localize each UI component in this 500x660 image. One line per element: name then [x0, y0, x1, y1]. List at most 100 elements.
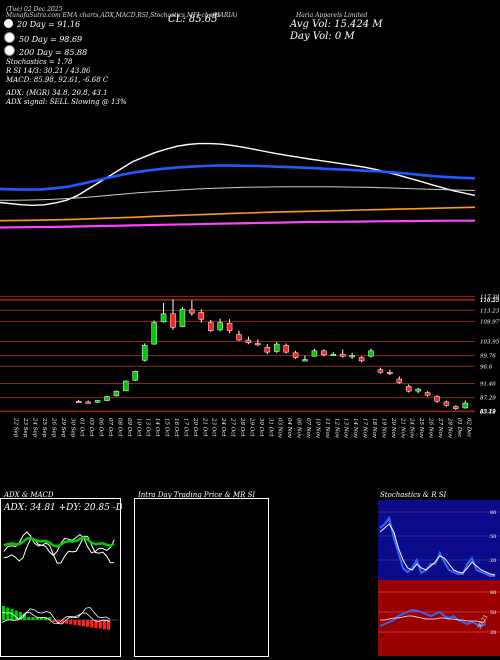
macd-bar [69, 620, 73, 625]
price-label: 113.23 [480, 308, 500, 314]
candle-body [387, 372, 393, 375]
date-label: 13 Nov [343, 418, 349, 439]
stoch-tick: 20 [490, 558, 496, 564]
candle-body [292, 352, 299, 358]
stoch-panel-title: Stochastics & R SI [380, 491, 447, 499]
adx-macd-panel: ADX: 34.81 +DY: 20.85 -DY: 43.11 [0, 498, 122, 657]
candle-body [123, 380, 129, 392]
date-label: 27 Oct [230, 417, 236, 437]
adx-line [3, 531, 115, 557]
date-label: 29 Oct [248, 417, 254, 437]
avg-volume: Avg Vol: 15.424 M [290, 19, 383, 30]
date-label: 24 Nov [409, 417, 415, 439]
date-label: 16 Oct [173, 418, 179, 437]
date-axis-labels: 22 Sep 23 Sep 24 Sep 25 Sep 26 Sep 29 Sep 30 S… [13, 417, 472, 439]
candle-body [141, 345, 148, 361]
date-label: 07 Oct [107, 418, 113, 437]
candle-body [434, 396, 440, 402]
candle-body [75, 400, 82, 403]
macd-bar [35, 617, 39, 620]
date-label: 20 Nov [390, 417, 396, 439]
date-label: 25 Sep [41, 417, 47, 438]
macd-bar [102, 620, 106, 630]
adx-panel-title: ADX & MACD [4, 491, 54, 499]
candle-body [349, 355, 355, 358]
macd-bar [52, 620, 56, 622]
candle-body [377, 369, 384, 373]
candle-body [226, 322, 233, 331]
candle-body [396, 378, 403, 383]
macd-bar [98, 620, 102, 629]
macd-bar [23, 613, 27, 620]
macd-bar [44, 617, 48, 620]
date-label: 11 Nov [324, 418, 330, 439]
ema200-swatch [4, 45, 15, 56]
date-label: 08 Oct [116, 418, 122, 437]
date-label: 06 Nov [296, 418, 302, 439]
macd-bar [86, 620, 90, 627]
candle-body [273, 343, 280, 352]
candle-body [207, 322, 214, 331]
ema-line [0, 164, 476, 191]
date-label: 28 Nov [446, 417, 452, 439]
rsi-tick: 20 [490, 630, 496, 636]
candle-body [311, 350, 318, 357]
close-price: CL: 85.65 [168, 14, 218, 25]
candle-body [302, 359, 308, 362]
candle-body [170, 313, 176, 328]
legend-ema200: 200 Day = 85.88 [4, 45, 87, 57]
date-label: 17 Oct [182, 418, 188, 437]
macd-bar [27, 617, 31, 620]
stoch-background [378, 500, 500, 580]
macd-bar [81, 620, 85, 627]
legend-rsi: R SI 14/3: 30.21 / 43.86 [6, 67, 91, 75]
price-label: 116.25 [480, 298, 500, 304]
candle-body [132, 371, 139, 381]
macd-line [1, 607, 111, 625]
candle-body [160, 313, 167, 323]
macd-bar [18, 612, 22, 620]
macd-bar [39, 617, 43, 620]
header-date: (Tue) 02 Dec 2025 [6, 6, 63, 13]
candle-body [462, 402, 469, 409]
stoch-lines: 80 50 20 [378, 510, 500, 577]
date-label: 30 Sep [69, 418, 75, 438]
date-label: 03 Oct [88, 418, 94, 437]
date-label: 21 Oct [201, 417, 207, 437]
date-label: 17 Nov [362, 418, 368, 439]
price-label: 103.95 [480, 340, 500, 346]
date-label: 20 Oct [192, 417, 198, 437]
macd-bar [65, 620, 69, 624]
macd-bar [6, 607, 10, 620]
candle-body [453, 406, 459, 409]
macd-bar [60, 620, 64, 624]
day-volume: Day Vol: 0 M [290, 31, 355, 42]
date-label: 27 Nov [437, 417, 443, 439]
date-label: 14 Oct [154, 418, 160, 437]
macd-bar [2, 606, 6, 620]
legend-adx: ADX: (MGR) 34.8, 20.8, 43.1 [6, 89, 108, 97]
candle-body [443, 401, 450, 406]
date-label: 29 Sep [60, 417, 66, 438]
stoch-tick: 50 [490, 534, 496, 540]
header-symbol: (HARIA) [212, 12, 238, 19]
candle-body [245, 339, 252, 343]
ema20-swatch [4, 19, 13, 28]
intraday-panel [134, 498, 269, 657]
date-label: 03 Nov [277, 418, 283, 439]
price-label: 117.38 [480, 294, 500, 300]
ema50-swatch [4, 32, 15, 43]
macd-bar [48, 617, 52, 620]
price-label: 116.53 [480, 297, 500, 303]
date-label: 10 Nov [314, 418, 320, 439]
date-label: 28 Oct [239, 417, 245, 437]
date-label: 25 Nov [418, 417, 424, 439]
price-label: 83.29 [480, 409, 496, 415]
date-label: 24 Oct [220, 417, 226, 437]
adx-line [3, 536, 115, 548]
ema-line [0, 219, 475, 229]
adx-line [3, 535, 115, 564]
candle-body [189, 309, 195, 314]
